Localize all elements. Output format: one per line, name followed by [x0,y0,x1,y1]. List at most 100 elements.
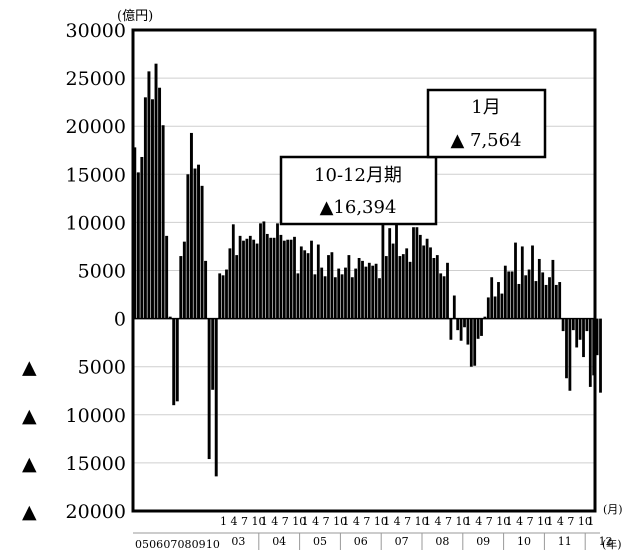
bar [186,174,190,319]
bar [151,99,154,319]
bar [595,318,599,356]
bar [143,97,147,319]
bar [571,318,575,331]
bar [565,318,568,379]
bar [245,238,249,319]
bar [225,269,228,319]
callout-quarter-value: ▲16,394 [320,197,397,218]
bar [350,277,354,319]
bar [323,276,327,319]
bar [204,260,208,319]
bar [582,318,585,358]
bar [469,318,473,367]
bar [578,318,582,340]
bar [310,240,313,319]
bar [286,239,290,319]
bar [140,156,144,319]
bar [299,246,303,319]
bar [490,277,494,319]
bar [558,282,562,319]
callouts: 10-12月期 ▲16,394 1月 ▲ 7,564 [279,88,547,226]
callout-month-title: 1月 [471,97,500,118]
bar [418,234,422,319]
bar [507,271,511,319]
bar [306,253,310,319]
bar [218,273,222,319]
bar [517,283,521,319]
bar [361,260,364,319]
y-axis-unit: (億円) [117,8,153,24]
bar [446,262,449,319]
bar [405,248,409,319]
bar [313,274,317,319]
bar [133,147,137,319]
bar [200,185,204,319]
y-tick-neg-sign: ▲ [22,501,37,523]
bar [391,243,395,319]
callout-month-value: ▲ 7,564 [450,130,521,151]
bar [599,318,602,393]
bar [175,318,179,402]
bar [333,277,337,319]
bar [354,268,358,319]
bar [172,318,176,406]
bar [456,318,460,331]
x-month-labels: 1 4 7 10 [261,515,306,528]
x-year-label: 03 [231,535,245,548]
bar [534,281,538,319]
x-axis-month-unit: (月) [603,503,623,516]
bar [197,164,200,319]
bar [316,244,320,319]
bar [537,258,541,319]
bar [483,316,487,319]
x-year-label: 05 [135,538,149,550]
x-month-labels: 1 4 7 10 [383,515,428,528]
x-axis-year-unit: (年) [602,537,622,550]
bar [179,256,183,319]
x-month-labels: 1 4 7 10 [342,515,387,528]
bar [585,318,589,332]
x-month-labels: 1 4 7 10 [506,515,551,528]
bar [531,245,534,319]
bar [293,236,296,319]
bar [493,296,497,319]
x-year-label: 11 [558,535,572,548]
bar [378,278,381,319]
x-month-labels: 1 4 7 10 [424,515,469,528]
y-tick-label: 15000 [66,164,126,186]
bar [398,256,402,319]
bar [527,269,531,319]
bar [262,221,266,319]
bar [168,316,172,319]
bar [255,243,259,319]
callout-quarter: 10-12月期 ▲16,394 [279,155,438,226]
bar-series [133,63,602,477]
bar [337,268,341,319]
bar [279,234,283,319]
bar [588,318,592,387]
bar [449,318,453,340]
y-tick-label: 0 [114,309,126,331]
bar [252,239,256,319]
bar [551,259,555,319]
bar [476,318,480,339]
bar [248,235,252,319]
bar [401,254,405,319]
y-tick-label: 10000 [66,212,126,234]
bar [463,318,466,328]
bar [357,257,361,319]
bar [466,318,470,345]
bar [432,257,436,319]
bar [497,282,500,319]
y-tick-neg-sign: ▲ [22,405,37,427]
bar [364,266,368,319]
y-tick-label: 30000 [66,20,126,42]
bar [575,318,579,348]
y-tick-neg-sign: ▲ [22,357,37,379]
y-tick-label: 20000 [66,116,126,138]
x-month-labels: 1 4 7 10 [546,515,591,528]
x-month-labels: 1 4 7 10 [465,515,510,528]
bar [214,318,218,477]
y-tick-neg-sign: ▲ [22,453,37,475]
